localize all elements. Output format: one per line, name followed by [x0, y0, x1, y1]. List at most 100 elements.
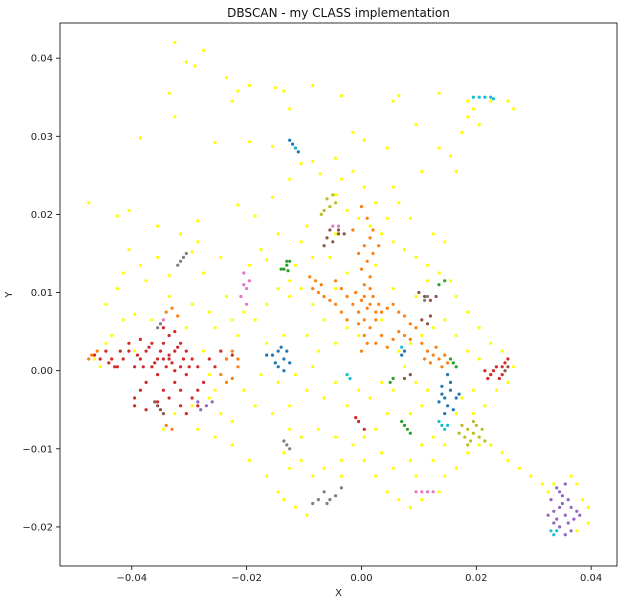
y-tick-label: 0.01 [31, 288, 53, 299]
cluster-7-point [316, 498, 320, 502]
noise-point [339, 94, 343, 98]
x-tick-label: −0.04 [116, 573, 147, 584]
cluster-0-point [179, 404, 183, 408]
noise-point [414, 123, 418, 127]
cluster-1-point [365, 341, 369, 345]
cluster-0-point [170, 361, 174, 365]
cluster-0-point [92, 353, 97, 357]
noise-point [368, 396, 372, 400]
cluster-0-point [173, 380, 177, 384]
noise-point [443, 474, 447, 478]
cluster-2-point [276, 365, 280, 369]
cluster-7-point [181, 255, 186, 259]
noise-point [236, 333, 240, 338]
noise-point [414, 474, 418, 478]
noise-point [506, 99, 510, 103]
noise-point [334, 341, 338, 345]
cluster-5-point [325, 236, 329, 240]
noise-point [115, 214, 119, 218]
cluster-9-point [440, 423, 444, 427]
cluster-1-point [316, 290, 320, 295]
cluster-9-point [293, 146, 297, 150]
cluster-2-point [270, 353, 275, 357]
x-tick-label: 0.00 [350, 573, 372, 584]
cluster-4-point [560, 501, 565, 506]
noise-point [454, 169, 458, 173]
cluster-1-point [176, 314, 180, 318]
cluster-2-point [273, 361, 277, 365]
noise-point [431, 435, 435, 439]
noise-point [334, 156, 338, 160]
cluster-0-point [503, 361, 507, 365]
cluster-3-point [285, 259, 289, 263]
noise-point [305, 388, 309, 392]
cluster-3-point [285, 263, 289, 267]
cluster-1-point [354, 290, 358, 295]
cluster-9-point [400, 345, 404, 349]
noise-point [466, 349, 470, 353]
noise-point [437, 91, 441, 95]
cluster-0-point [147, 345, 151, 349]
noise-point [448, 154, 453, 158]
noise-point [437, 490, 441, 494]
noise-point [351, 130, 355, 134]
cluster-4-point [558, 490, 562, 494]
noise-point [190, 302, 194, 306]
noise-point [288, 279, 292, 283]
noise-point [273, 86, 277, 90]
cluster-4-point [552, 521, 556, 525]
cluster-5-point [423, 294, 427, 299]
cluster-5-point [434, 294, 438, 299]
cluster-1-point [359, 267, 364, 271]
noise-point [179, 232, 183, 236]
cluster-2-point [296, 150, 300, 154]
noise-point [173, 115, 177, 119]
cluster-1-point [357, 322, 361, 326]
cluster-3-point [279, 267, 283, 271]
noise-point [466, 451, 470, 455]
cluster-5-point [322, 244, 326, 248]
cluster-1-point [328, 298, 332, 302]
noise-point [414, 255, 418, 259]
noise-point [121, 271, 125, 275]
noise-point [138, 136, 142, 140]
cluster-1-point [420, 341, 424, 345]
cluster-0-point [133, 365, 137, 369]
noise-point [506, 458, 510, 463]
cluster-3-point [405, 427, 409, 431]
cluster-0-point [483, 369, 487, 373]
noise-point [362, 458, 366, 463]
cluster-0-point [153, 361, 157, 365]
noise-point [190, 404, 194, 408]
cluster-8-point [471, 431, 475, 435]
cluster-1-point [434, 345, 438, 349]
cluster-1-point [362, 294, 366, 299]
cluster-0-point [500, 373, 504, 377]
noise-point [276, 380, 280, 384]
cluster-0-point [354, 416, 358, 420]
cluster-0-point [190, 396, 194, 400]
cluster-1-point [368, 275, 372, 279]
cluster-6-point [247, 279, 252, 283]
noise-point [408, 216, 412, 220]
noise-point [552, 482, 556, 486]
noise-point [431, 326, 435, 330]
noise-point [339, 474, 343, 478]
cluster-2-point [288, 361, 292, 365]
cluster-1-point [371, 251, 375, 256]
cluster-7-point [288, 447, 292, 451]
noise-point [489, 341, 493, 345]
noise-point [362, 435, 366, 439]
cluster-2-point [282, 369, 286, 373]
cluster-7-point [325, 501, 329, 506]
cluster-4-point [566, 498, 570, 502]
cluster-2-point [285, 349, 289, 353]
cluster-4-point [563, 533, 567, 537]
cluster-9-point [437, 419, 441, 424]
cluster-6-point [242, 271, 246, 275]
noise-point [202, 349, 206, 353]
noise-point [460, 130, 464, 134]
noise-point [460, 396, 464, 400]
noise-point [466, 310, 470, 314]
cluster-1-point [397, 330, 401, 334]
